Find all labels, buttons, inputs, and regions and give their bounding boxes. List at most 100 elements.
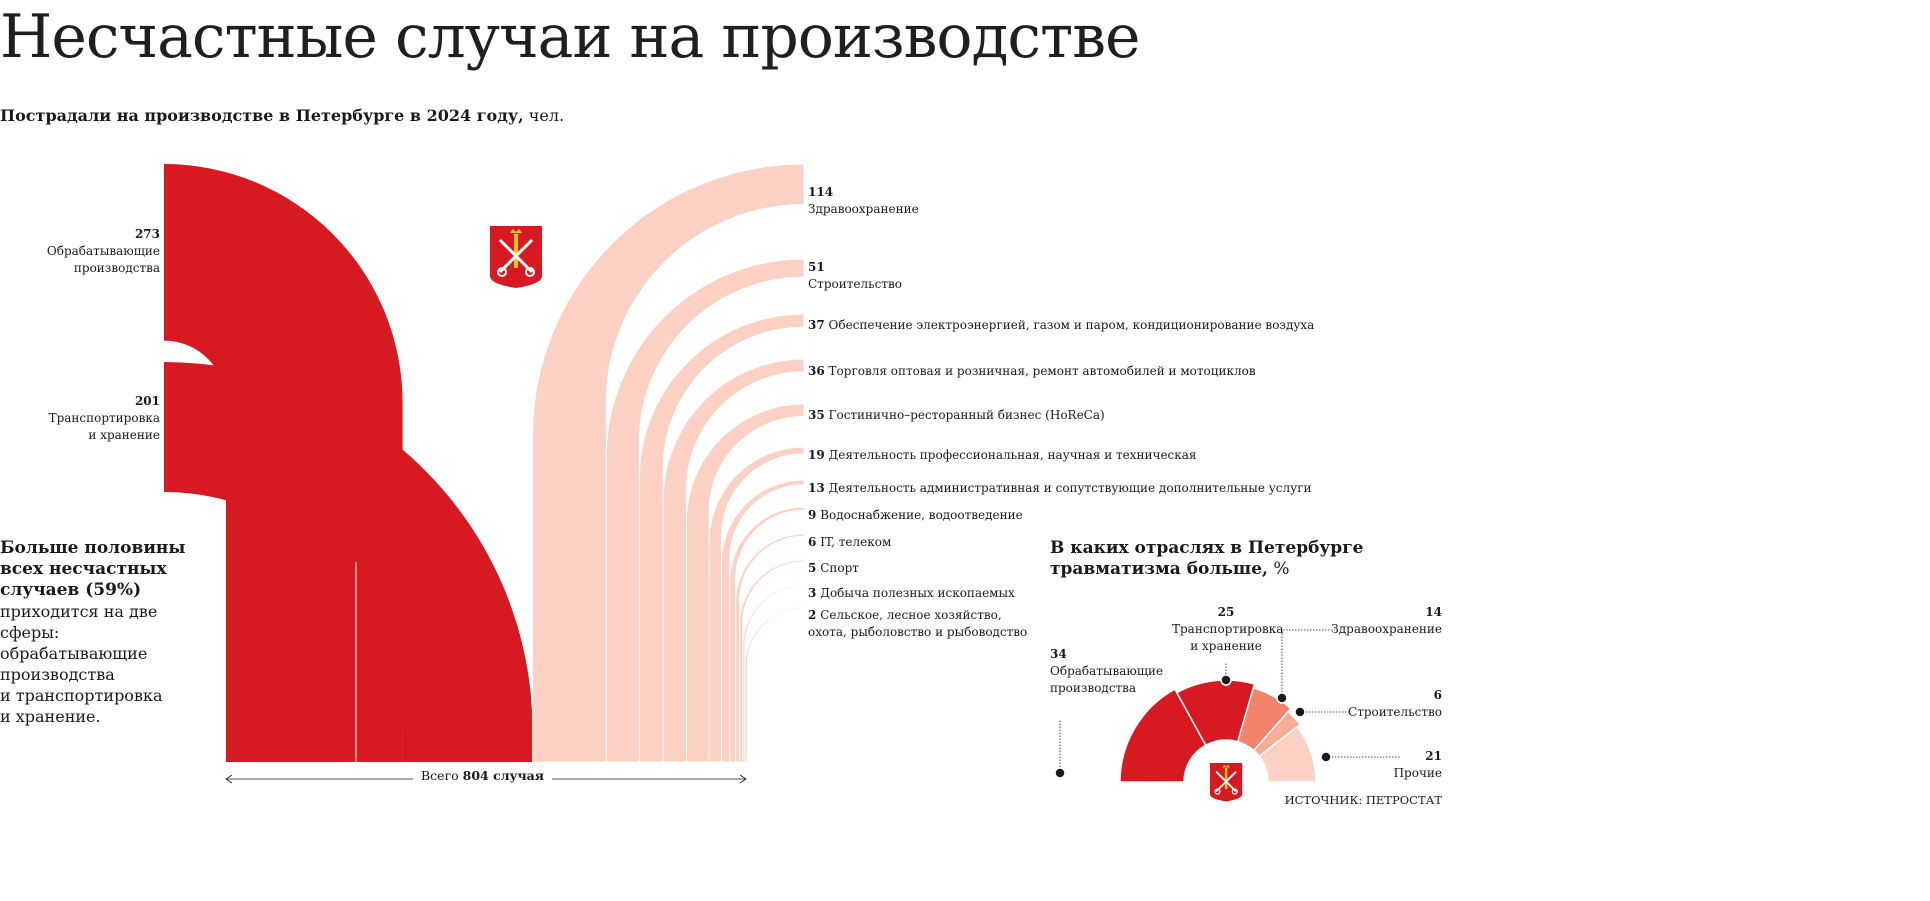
name-mining: Добыча полезных ископаемых [820, 586, 1015, 600]
label-manufacturing-line2: производства [73, 261, 160, 275]
callout-body-2: обрабатывающие [0, 644, 148, 663]
band-trade [662, 358, 805, 763]
pie-label-other: 21 Прочие [1393, 749, 1442, 780]
pie-slice-transport [1175, 679, 1256, 747]
label-it: 6 IT, телеком [808, 534, 891, 551]
name-energy: Обеспечение электроэнергией, газом и пар… [828, 318, 1315, 332]
value-transport: 201 [134, 394, 160, 408]
emblem-crown [1222, 764, 1230, 768]
label-mining: 3 Добыча полезных ископаемых [808, 585, 1015, 602]
pie-coat-of-arms-icon [1210, 763, 1243, 802]
label-water: 9 Водоснабжение, водоотведение [808, 507, 1023, 524]
total-label: Всего 804 случая [413, 768, 553, 783]
value-horeca: 35 [808, 408, 825, 422]
name-it: IT, телеком [820, 535, 892, 549]
label-transport-line2: и хранение [88, 428, 160, 442]
pie-slice-other [1258, 725, 1317, 783]
value-it: 6 [808, 535, 817, 549]
band-healthcare [532, 163, 805, 763]
emblem-key-1 [497, 267, 507, 277]
pie-title: В каких отраслях в Петербурге травматизм… [1050, 538, 1364, 579]
value-water: 9 [808, 508, 817, 522]
label-transport: 201 Транспортировка и хранение [49, 393, 160, 444]
name-administrative: Деятельность административная и сопутств… [828, 481, 1312, 495]
value-trade: 36 [808, 364, 825, 378]
pie-slice-manufacturing [1119, 688, 1207, 783]
pie-label-manufacturing: 34 Обрабатывающие производства [1050, 647, 1164, 695]
band-professional [708, 446, 805, 763]
callout-body-4: и транспортировка [0, 686, 163, 705]
band-sport [739, 559, 805, 763]
emblem-key-2 [1231, 788, 1238, 795]
callout-body-5: и хранение. [0, 707, 101, 726]
emblem-sceptre [514, 234, 518, 268]
value-healthcare: 114 [808, 185, 834, 199]
coat-of-arms-icon [490, 226, 542, 288]
emblem-key-1 [1214, 788, 1221, 795]
value-manufacturing: 273 [134, 227, 160, 241]
band-water [729, 506, 805, 763]
label-energy: 37 Обеспечение электроэнергией, газом и … [808, 317, 1314, 334]
name-agriculture-line2: охота, рыболовство и рыбоводство [808, 625, 1028, 639]
emblem-key-2 [525, 267, 535, 277]
callout-headline-2: всех несчастных [0, 559, 167, 579]
name-agriculture-line1: Сельское, лесное хозяйство, [820, 608, 1002, 622]
callout-text: Больше половины всех несчастных случаев … [0, 538, 210, 727]
callout-body-1: приходится на две сферы: [0, 602, 158, 642]
band-agriculture [744, 606, 805, 763]
label-sport: 5 Спорт [808, 560, 859, 577]
band-mining [742, 584, 805, 763]
value-construction: 51 [808, 260, 825, 274]
pie-dot-other [1320, 751, 1332, 763]
total-axis-arrow-left [225, 774, 233, 784]
band-horeca [685, 403, 805, 763]
page-title: Несчастные случаи на производстве [0, 2, 1141, 72]
label-healthcare: 114 Здравоохранение [808, 184, 919, 218]
total-axis-arrow-right [739, 774, 747, 784]
label-transport-line1: Транспортировка [48, 411, 160, 425]
pie-dot-transport [1220, 674, 1232, 686]
pie-dot-manufacturing [1054, 767, 1066, 779]
value-professional: 19 [808, 448, 825, 462]
value-mining: 3 [808, 586, 817, 600]
band-construction [605, 258, 805, 763]
name-water: Водоснабжение, водоотведение [820, 508, 1023, 522]
pie-label-transport: 25 Транспортировка и хранение [1172, 605, 1284, 653]
band-energy [638, 313, 805, 763]
band-transport [164, 362, 533, 762]
pie-label-construction: 6 Строительство [1348, 688, 1442, 719]
callout-headline-3: случаев (59%) [0, 580, 142, 600]
label-manufacturing: 273 Обрабатывающие производства [47, 226, 160, 277]
emblem-crown [510, 229, 522, 233]
value-energy: 37 [808, 318, 825, 332]
name-sport: Спорт [820, 561, 859, 575]
value-sport: 5 [808, 561, 817, 575]
emblem-anchor-2 [1215, 771, 1237, 793]
chart-subtitle: Пострадали на производстве в Петербурге … [0, 106, 565, 125]
band-it [735, 533, 805, 763]
name-professional: Деятельность профессиональная, научная и… [828, 448, 1197, 462]
value-agriculture: 2 [808, 608, 817, 622]
callout-body-3: производства [0, 665, 115, 684]
pie-dot-construction [1294, 706, 1306, 718]
callout-headline-1: Больше половины [0, 538, 186, 558]
label-professional: 19 Деятельность профессиональная, научна… [808, 447, 1197, 464]
pie-label-healthcare: 14 Здравоохранение [1331, 605, 1442, 636]
label-administrative: 13 Деятельность административная и сопут… [808, 480, 1312, 497]
emblem-sceptre [1224, 767, 1228, 790]
name-healthcare: Здравоохранение [808, 202, 919, 216]
source-note: ИСТОЧНИК: ПЕТРОСТАТ [1284, 793, 1442, 807]
label-agriculture: 2 Сельское, лесное хозяйство, охота, рыб… [808, 607, 1027, 641]
name-horeca: Гостинично–ресторанный бизнес (HoReCa) [828, 408, 1105, 422]
value-administrative: 13 [808, 481, 825, 495]
label-construction: 51 Строительство [808, 259, 902, 293]
emblem-anchor-2 [498, 238, 534, 274]
label-horeca: 35 Гостинично–ресторанный бизнес (HoReCa… [808, 407, 1105, 424]
name-trade: Торговля оптовая и розничная, ремонт авт… [828, 364, 1256, 378]
pie-leader-healthcare [1281, 629, 1335, 698]
pie-slice-healthcare [1236, 686, 1292, 752]
pie-dot-healthcare [1276, 692, 1288, 704]
label-trade: 36 Торговля оптовая и розничная, ремонт … [808, 363, 1256, 380]
name-construction: Строительство [808, 277, 902, 291]
